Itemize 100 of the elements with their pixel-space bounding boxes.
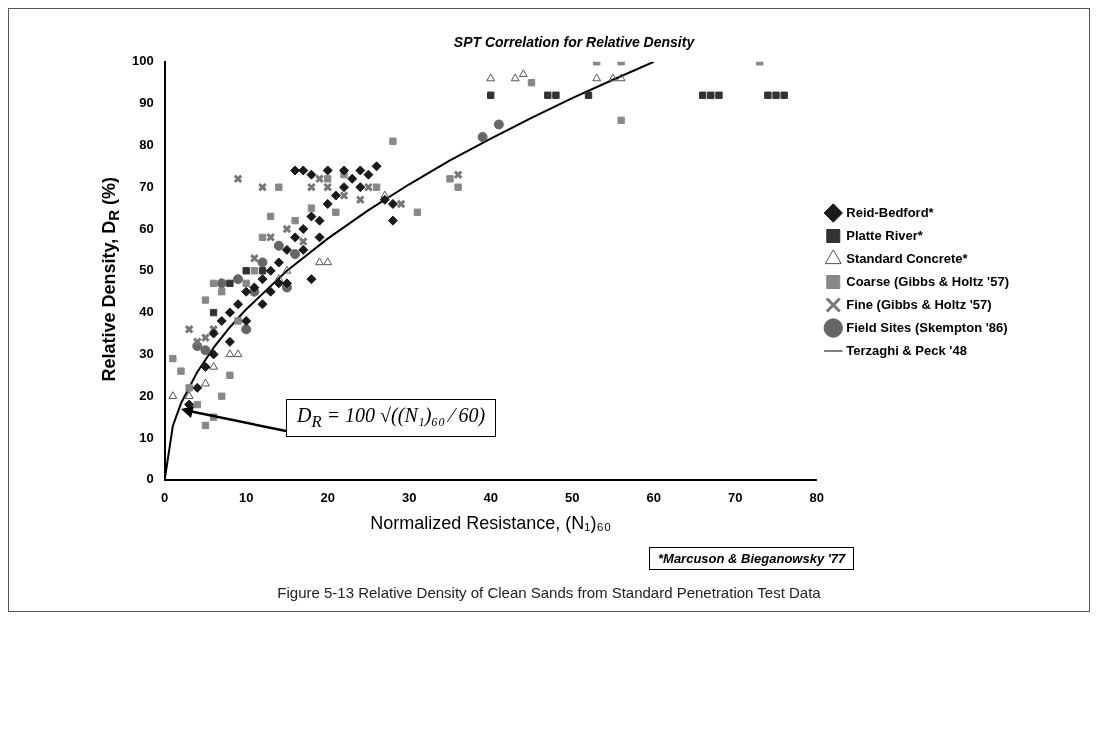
point [258, 267, 267, 275]
point [209, 361, 218, 370]
point [608, 73, 618, 82]
point [241, 286, 252, 297]
legend-label: Field Sites (Skempton '86) [846, 319, 1008, 335]
x-tick-label: 0 [161, 490, 169, 506]
point [315, 257, 324, 266]
point [592, 73, 602, 82]
x-tick-label: 50 [565, 490, 580, 506]
point [298, 165, 309, 176]
point [265, 265, 276, 276]
point [258, 233, 267, 242]
point [225, 349, 235, 358]
y-tick-label: 80 [139, 136, 154, 152]
point [282, 224, 292, 234]
point [584, 91, 593, 99]
point [323, 257, 333, 266]
point [193, 400, 201, 409]
point [389, 137, 397, 145]
point [208, 328, 219, 339]
point [510, 73, 520, 82]
point [224, 307, 235, 318]
legend-label: Reid-Bedford* [846, 204, 935, 220]
point [363, 169, 374, 180]
point [233, 174, 243, 184]
point [387, 198, 398, 209]
point [780, 91, 788, 99]
point [347, 173, 358, 184]
point [257, 257, 268, 268]
point [275, 183, 283, 191]
y-tick-label: 30 [139, 345, 154, 361]
point [617, 116, 625, 124]
point [281, 244, 292, 255]
legend-label: Standard Concrete* [846, 250, 969, 266]
point [493, 119, 504, 130]
point [323, 182, 333, 192]
point [201, 378, 210, 387]
point [454, 183, 462, 191]
x-tick-label: 80 [809, 490, 825, 506]
point [379, 194, 390, 205]
point [363, 182, 374, 192]
point [250, 267, 259, 275]
point [168, 391, 178, 399]
point [257, 274, 268, 285]
point [291, 216, 299, 225]
point [177, 367, 185, 375]
point [306, 274, 317, 285]
point [616, 73, 626, 82]
point [233, 299, 244, 310]
point [387, 215, 398, 226]
point [698, 91, 707, 99]
point [707, 91, 715, 99]
x-tick-label: 40 [483, 490, 498, 506]
x-axis-title: Normalized Resistance, (N₁)₆₀ [370, 513, 612, 534]
point [307, 204, 316, 212]
point [282, 265, 292, 274]
point [322, 165, 333, 176]
y-tick-label: 90 [139, 95, 154, 111]
point [184, 391, 194, 399]
y-tick-label: 70 [139, 178, 154, 194]
point [265, 232, 276, 243]
point [226, 371, 234, 379]
point [290, 249, 301, 260]
point [552, 91, 560, 99]
point [234, 317, 242, 325]
point [208, 349, 219, 360]
point [290, 165, 301, 176]
point [242, 267, 250, 275]
point [224, 336, 235, 347]
point [298, 236, 308, 247]
point [322, 198, 333, 209]
point [209, 279, 218, 288]
y-tick-label: 0 [146, 471, 154, 487]
point [298, 224, 309, 234]
point [518, 69, 528, 78]
y-tick-label: 100 [131, 53, 154, 69]
point [487, 91, 495, 99]
point [233, 349, 243, 358]
point [200, 333, 211, 343]
point [306, 169, 317, 180]
point [242, 279, 250, 288]
point [298, 244, 309, 255]
point [257, 299, 268, 310]
point [273, 278, 284, 289]
x-tick-label: 10 [238, 490, 254, 506]
point [200, 361, 211, 372]
point [314, 232, 325, 243]
x-tick-label: 60 [646, 490, 661, 506]
y-tick-label: 40 [139, 304, 154, 320]
point [265, 286, 276, 297]
point [477, 132, 488, 143]
x-tick-label: 30 [401, 490, 417, 506]
point [371, 161, 382, 172]
point [330, 190, 341, 201]
point [453, 169, 463, 180]
point [226, 279, 234, 288]
y-tick-label: 10 [139, 429, 154, 445]
point [273, 257, 284, 268]
legend-label: Platte River* [846, 227, 924, 243]
point [208, 324, 219, 334]
